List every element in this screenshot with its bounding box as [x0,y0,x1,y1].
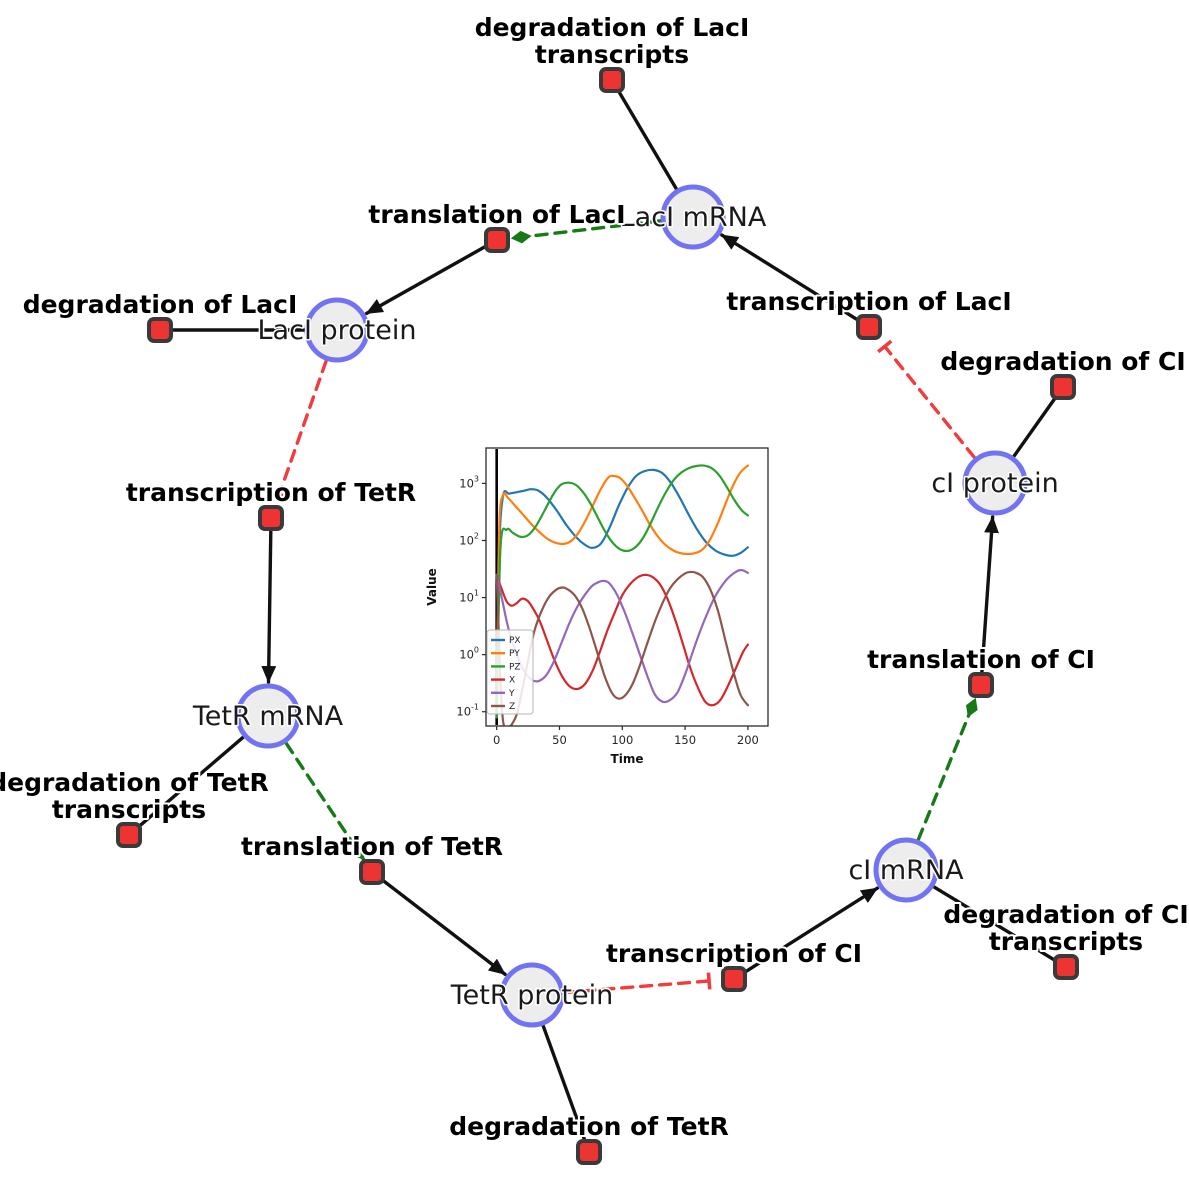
labels-layer: LacI mRNA LacI protein TetR mRNA TetR prote… [0,11,1189,1143]
series-PZ [495,464,749,719]
legend-label-PZ: PZ [509,662,521,672]
species-label-ci_protein: cI protein [931,468,1058,499]
reaction-label-tl_laci: translation of LacI [368,200,625,229]
reaction-node-deg_laci_tr[interactable] [599,67,625,93]
series-PY [495,464,749,719]
inset-plot: 0 50 100 150 200 10-1 100 101 102 103 Time Value PX P… [424,432,788,768]
edge-product-tl_laci-laci_protein[interactable] [364,243,490,316]
reaction-label-tr_tetr: transcription of TetR [126,478,416,507]
edge-product-tl_ci-ci_protein[interactable] [979,515,999,677]
legend-label-PX: PX [509,636,521,646]
reaction-node-deg_tetr_tr[interactable] [116,822,142,848]
y-tick-label: 10-1 [456,703,479,719]
edges-layer [131,83,1063,1149]
reaction-node-tr_laci[interactable] [856,314,882,340]
x-tick-label: 0 [493,733,500,747]
species-node-laci_protein[interactable] [304,297,370,363]
plot-frame [485,447,769,727]
species-label-laci_mrna: LacI mRNA [620,202,767,233]
x-axis-label: Time [611,752,644,766]
legend-label-PY: PY [509,649,520,659]
y-tick-label: 100 [459,646,479,662]
reaction-node-tl_laci[interactable] [484,227,510,253]
legend-label-Z: Z [509,702,515,712]
edge-reactant-laci_mrna-deg_laci_tr[interactable] [613,83,678,191]
edge-product-tr_laci-laci_mrna[interactable] [720,233,863,324]
reaction-node-tr_ci[interactable] [721,966,747,992]
reaction-node-deg_tetr[interactable] [576,1139,602,1165]
nodes-layer [116,67,1079,1165]
reaction-label-tr_laci: transcription of LacI [726,287,1011,316]
reaction-label-deg_tetr: degradation of TetR [449,1112,729,1141]
edge-inhibition-laci_protein-tr_tetr[interactable] [270,359,328,499]
edge-product-tr_tetr-tetr_mrna[interactable] [261,526,277,684]
edge-reactant-tetr_mrna-deg_tetr_tr[interactable] [131,735,245,833]
species-node-tetr_protein[interactable] [499,962,565,1028]
reaction-node-deg_ci[interactable] [1050,374,1076,400]
edge-reactant-ci_protein-deg_ci[interactable] [1012,390,1062,458]
x-tick-label: 200 [737,733,759,747]
y-axis-label: Value [425,568,439,606]
reaction-label-deg_laci: degradation of LacI [23,290,298,319]
x-tick-label: 100 [611,733,633,747]
edge-reactant-ci_mrna-deg_ci_tr[interactable] [932,885,1063,966]
edge-product-tl_tetr-tetr_protein[interactable] [378,876,507,976]
legend-label-X: X [509,676,515,686]
reaction-node-tr_tetr[interactable] [258,505,284,531]
species-label-tetr_protein: TetR protein [450,980,613,1011]
species-node-ci_mrna[interactable] [873,837,939,903]
y-tick-label: 102 [459,531,479,547]
edge-inhibition-tetr_protein-tr_ci[interactable] [563,972,712,995]
reaction-label-tr_ci: transcription of CI [606,939,862,968]
reaction-label-deg_ci_tr: degradation of CI transcripts [943,900,1188,956]
edge-product-tr_ci-ci_mrna[interactable] [740,886,879,976]
reaction-label-deg_tetr_tr: degradation of TetR transcripts [0,768,269,824]
reaction-node-deg_laci[interactable] [147,317,173,343]
series-PX [495,468,749,719]
reaction-node-deg_ci_tr[interactable] [1053,954,1079,980]
reaction-node-tl_tetr[interactable] [359,859,385,885]
reaction-label-tl_ci: translation of CI [867,645,1095,674]
edge-modifier-ci_mrna-tl_ci[interactable] [916,697,978,842]
edge-modifier-tetr_mrna-tl_tetr[interactable] [284,741,366,862]
reaction-label-tl_tetr: translation of TetR [241,832,503,861]
legend-label-Y: Y [508,689,515,699]
y-tick-label: 103 [459,474,479,490]
species-node-tetr_mrna[interactable] [235,683,301,749]
species-node-ci_protein[interactable] [962,450,1028,516]
edge-reactant-tetr_protein-deg_tetr[interactable] [541,1024,589,1149]
reaction-node-tl_ci[interactable] [968,672,994,698]
edge-inhibition-ci_protein-tr_laci[interactable] [877,339,976,460]
edge-modifier-laci_mrna-tl_laci[interactable] [510,219,662,244]
reaction-label-deg_ci: degradation of CI [940,347,1185,376]
reaction-label-deg_laci_tr: degradation of LacI transcripts [475,13,750,69]
species-node-laci_mrna[interactable] [660,184,726,250]
x-tick-label: 150 [674,733,696,747]
species-label-laci_protein: LacI protein [258,315,417,346]
series-X [495,573,749,707]
x-tick-label: 50 [552,733,567,747]
y-tick-label: 101 [459,589,479,605]
species-label-ci_mrna: cI mRNA [848,855,964,886]
species-label-tetr_mrna: TetR mRNA [192,701,344,732]
